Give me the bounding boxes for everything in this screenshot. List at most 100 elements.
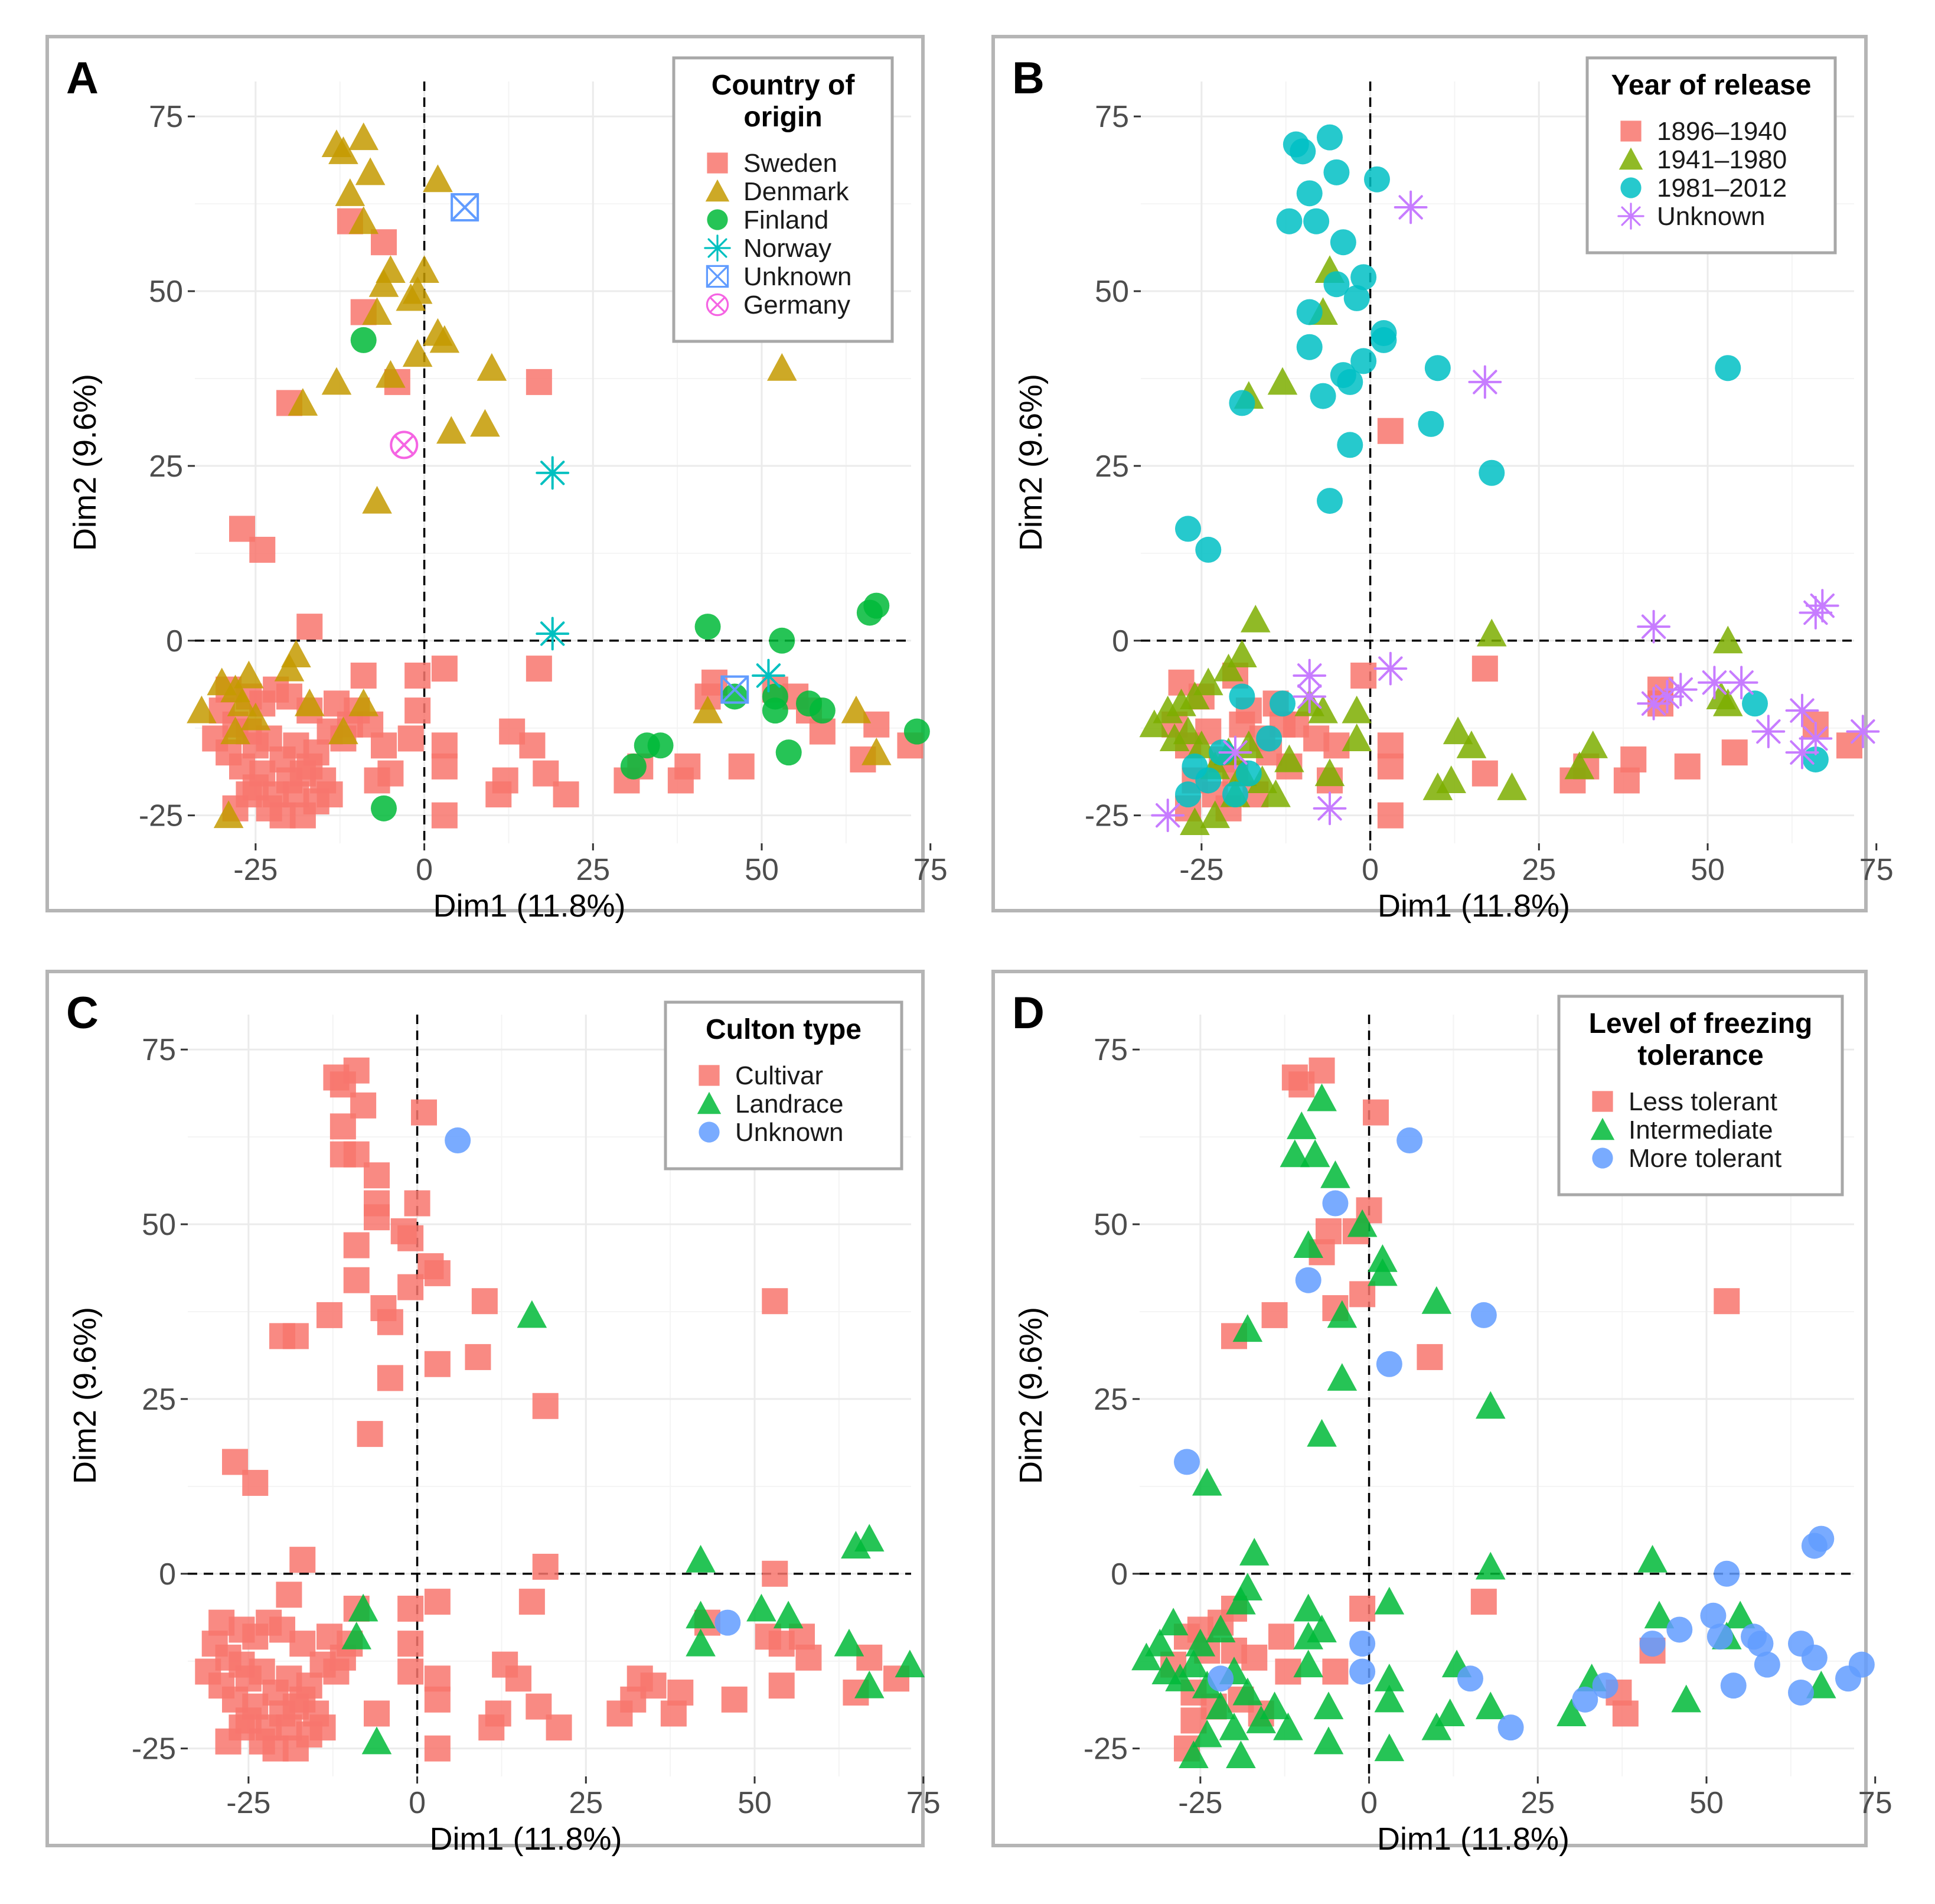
y-tick-label: 75 (1095, 100, 1129, 134)
data-point (1180, 807, 1210, 836)
data-point (1663, 673, 1698, 707)
data-point (377, 1365, 403, 1391)
data-point (861, 737, 892, 765)
legend-label: Germany (743, 291, 850, 319)
y-tick-label: 75 (142, 1033, 176, 1067)
data-point (431, 753, 458, 780)
data-point (1232, 1677, 1263, 1706)
data-point (1240, 604, 1271, 633)
data-point (1666, 1616, 1693, 1643)
legend-key (699, 1065, 720, 1086)
data-point (207, 667, 237, 696)
data-point (532, 1553, 559, 1580)
legend-label: Unknown (743, 262, 851, 291)
data-point (1436, 765, 1467, 793)
data-point (1274, 744, 1304, 772)
series-norway (536, 456, 785, 693)
series-landrace (341, 1300, 925, 1755)
legend-key (1620, 177, 1642, 198)
legend-item: 1981–2012 (1620, 174, 1787, 203)
data-point (728, 753, 755, 780)
data-point (693, 695, 723, 723)
data-point (1174, 1449, 1200, 1475)
data-point (686, 1628, 716, 1657)
data-point (424, 1589, 451, 1615)
legend-label: 1896–1940 (1657, 117, 1787, 146)
data-point (436, 416, 466, 444)
data-point (371, 795, 397, 821)
data-point (368, 269, 399, 297)
data-point (1261, 779, 1291, 807)
data-point (1374, 1684, 1405, 1713)
data-point (1377, 418, 1404, 444)
data-point (505, 1665, 531, 1692)
legend-key (1592, 1147, 1613, 1169)
data-point (477, 353, 507, 381)
data-point (1310, 383, 1336, 409)
data-point (863, 711, 890, 738)
data-point (1256, 725, 1283, 752)
data-point (1307, 1083, 1337, 1111)
data-point (1234, 731, 1264, 758)
legend-label: More tolerant (1629, 1144, 1781, 1173)
data-point (357, 1421, 383, 1447)
data-point (1200, 800, 1231, 829)
data-point (1418, 410, 1444, 437)
data-point (431, 656, 458, 682)
data-point (752, 658, 785, 693)
data-point (1470, 1302, 1497, 1328)
data-point (1226, 1586, 1256, 1615)
data-point (903, 718, 930, 745)
data-point (517, 1300, 547, 1328)
data-point (1342, 695, 1372, 723)
data-point (404, 697, 431, 724)
data-point (362, 297, 392, 325)
data-point (1714, 1560, 1740, 1587)
legend-title: Country of origin (712, 70, 856, 133)
data-point (1637, 1544, 1668, 1573)
data-point (1317, 124, 1343, 151)
data-point (714, 1609, 741, 1636)
series-sweden (202, 208, 924, 829)
data-point (296, 1721, 322, 1747)
data-point (795, 1644, 822, 1671)
data-point (686, 1600, 716, 1629)
data-point (1394, 190, 1428, 224)
data-point (1173, 716, 1203, 745)
data-point (1564, 751, 1595, 780)
y-tick-label: 0 (159, 1557, 176, 1592)
legend-title: Level of freezing tolerance (1589, 1008, 1813, 1071)
data-point (1578, 731, 1608, 758)
data-point (282, 1323, 309, 1349)
x-tick-label: 50 (738, 1786, 772, 1820)
data-point (1637, 609, 1670, 644)
data-point (376, 360, 406, 388)
data-point (390, 431, 419, 459)
data-point (1192, 1670, 1222, 1698)
legend-label: Unknown (735, 1118, 843, 1147)
data-point (667, 1679, 694, 1706)
x-axis-title: Dim1 (11.8%) (433, 888, 625, 924)
data-point (364, 1204, 390, 1231)
data-point (377, 1309, 403, 1335)
data-point (1193, 667, 1223, 696)
data-point (187, 695, 217, 723)
data-point (1317, 488, 1343, 514)
data-point (1293, 1230, 1324, 1259)
data-point (1323, 271, 1350, 298)
y-tick-label: 75 (149, 100, 183, 134)
panel-letter: C (66, 988, 99, 1038)
series-denmark (187, 122, 892, 829)
y-tick-label: 0 (1111, 1557, 1128, 1592)
data-point (526, 369, 552, 395)
data-point (411, 1099, 437, 1126)
data-point (1179, 1740, 1209, 1769)
data-point (397, 725, 424, 752)
data-point (1350, 264, 1377, 291)
data-point (343, 1057, 370, 1084)
data-point (429, 325, 460, 353)
data-point (1724, 666, 1758, 700)
data-point (424, 1260, 451, 1286)
data-point (1343, 285, 1370, 311)
data-point (1227, 640, 1257, 667)
